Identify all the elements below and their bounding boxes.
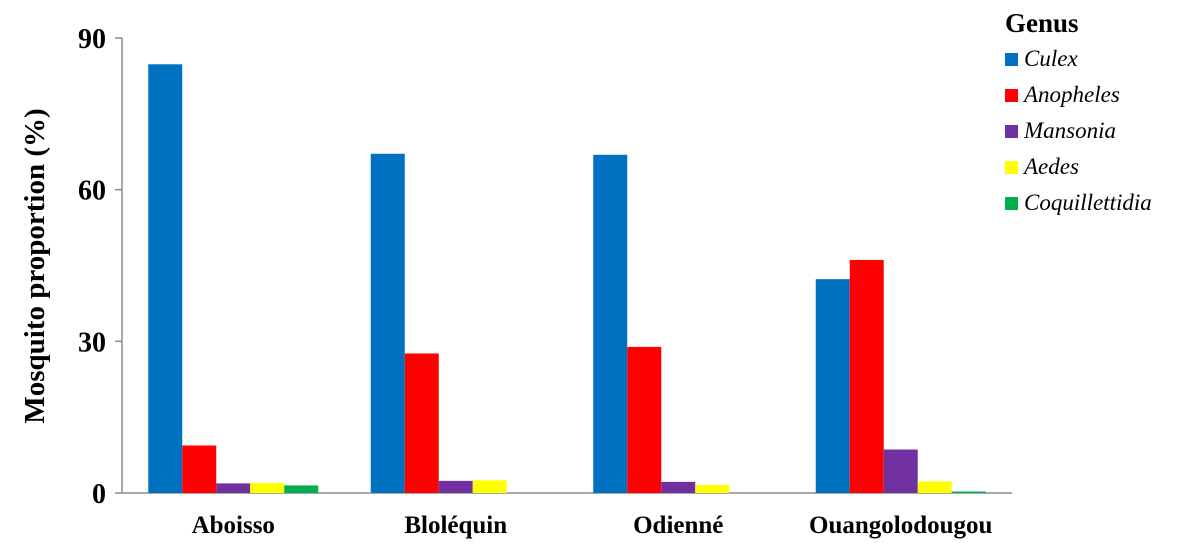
legend-swatch — [1005, 161, 1018, 174]
y-tick-label: 0 — [92, 479, 106, 510]
y-tick-label: 90 — [78, 24, 106, 55]
legend-swatch — [1005, 89, 1018, 102]
x-category-label: Aboisso — [192, 512, 275, 539]
legend-label: Coquillettidia — [1024, 190, 1152, 215]
bar-culex-1 — [370, 153, 405, 493]
bar-anopheles-3 — [849, 259, 884, 493]
y-axis-title: Mosquito proportion (%) — [19, 108, 51, 423]
bar-aedes-1 — [472, 480, 507, 493]
y-tick-label: 60 — [78, 176, 106, 207]
bar-mansonia-0 — [216, 483, 251, 493]
y-tick-label: 30 — [78, 327, 106, 358]
bar-culex-3 — [815, 279, 850, 493]
bar-mansonia-1 — [438, 480, 473, 493]
legend-swatch — [1005, 197, 1018, 210]
y-axis-title-group: Mosquito proportion (%) — [19, 108, 51, 423]
bar-coquillettidia-0 — [284, 485, 319, 493]
bar-culex-0 — [148, 64, 183, 494]
x-category-label: Ouangolodougou — [809, 512, 993, 539]
bars — [148, 64, 986, 494]
legend-label: Mansonia — [1023, 118, 1116, 143]
legend-swatch — [1005, 53, 1018, 66]
bar-aedes-3 — [917, 481, 952, 493]
bar-anopheles-0 — [182, 445, 217, 493]
bar-aedes-2 — [695, 484, 730, 493]
legend-items: Culex Anopheles Mansonia Aedes Coquillettidi… — [1005, 46, 1152, 215]
bar-culex-2 — [593, 154, 628, 494]
x-category-label: Odienné — [633, 512, 723, 539]
y-ticks: 0 30 60 90 — [78, 24, 122, 510]
bar-mansonia-3 — [883, 449, 918, 493]
bar-anopheles-2 — [627, 346, 662, 493]
bar-anopheles-1 — [404, 353, 439, 493]
legend-title: Genus — [1005, 8, 1079, 38]
bar-aedes-0 — [250, 482, 285, 493]
bar-mansonia-2 — [661, 481, 696, 493]
legend-label: Aedes — [1022, 154, 1079, 179]
legend-label: Anopheles — [1022, 82, 1120, 107]
x-category-label: Bloléquin — [404, 512, 507, 539]
legend: Genus Culex Anopheles Mansonia Aedes Coquill… — [1005, 8, 1152, 215]
bar-coquillettidia-3 — [951, 491, 986, 493]
category-labels: Aboisso Bloléquin Odienné Ouangolodougou — [192, 512, 993, 539]
legend-label: Culex — [1024, 46, 1078, 71]
legend-swatch — [1005, 125, 1018, 138]
